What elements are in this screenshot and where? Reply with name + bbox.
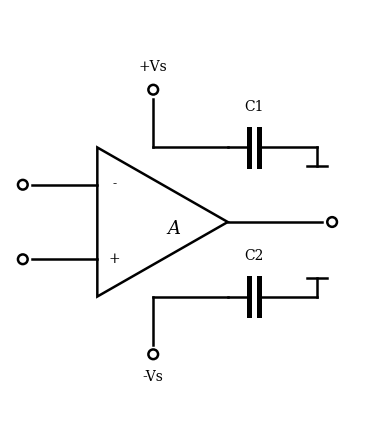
Text: +: +: [108, 252, 120, 266]
Text: C1: C1: [244, 100, 264, 114]
Text: C2: C2: [244, 249, 264, 263]
Text: -: -: [112, 178, 116, 190]
Text: -Vs: -Vs: [143, 370, 164, 384]
Text: A: A: [167, 221, 180, 238]
Text: +Vs: +Vs: [139, 60, 168, 74]
